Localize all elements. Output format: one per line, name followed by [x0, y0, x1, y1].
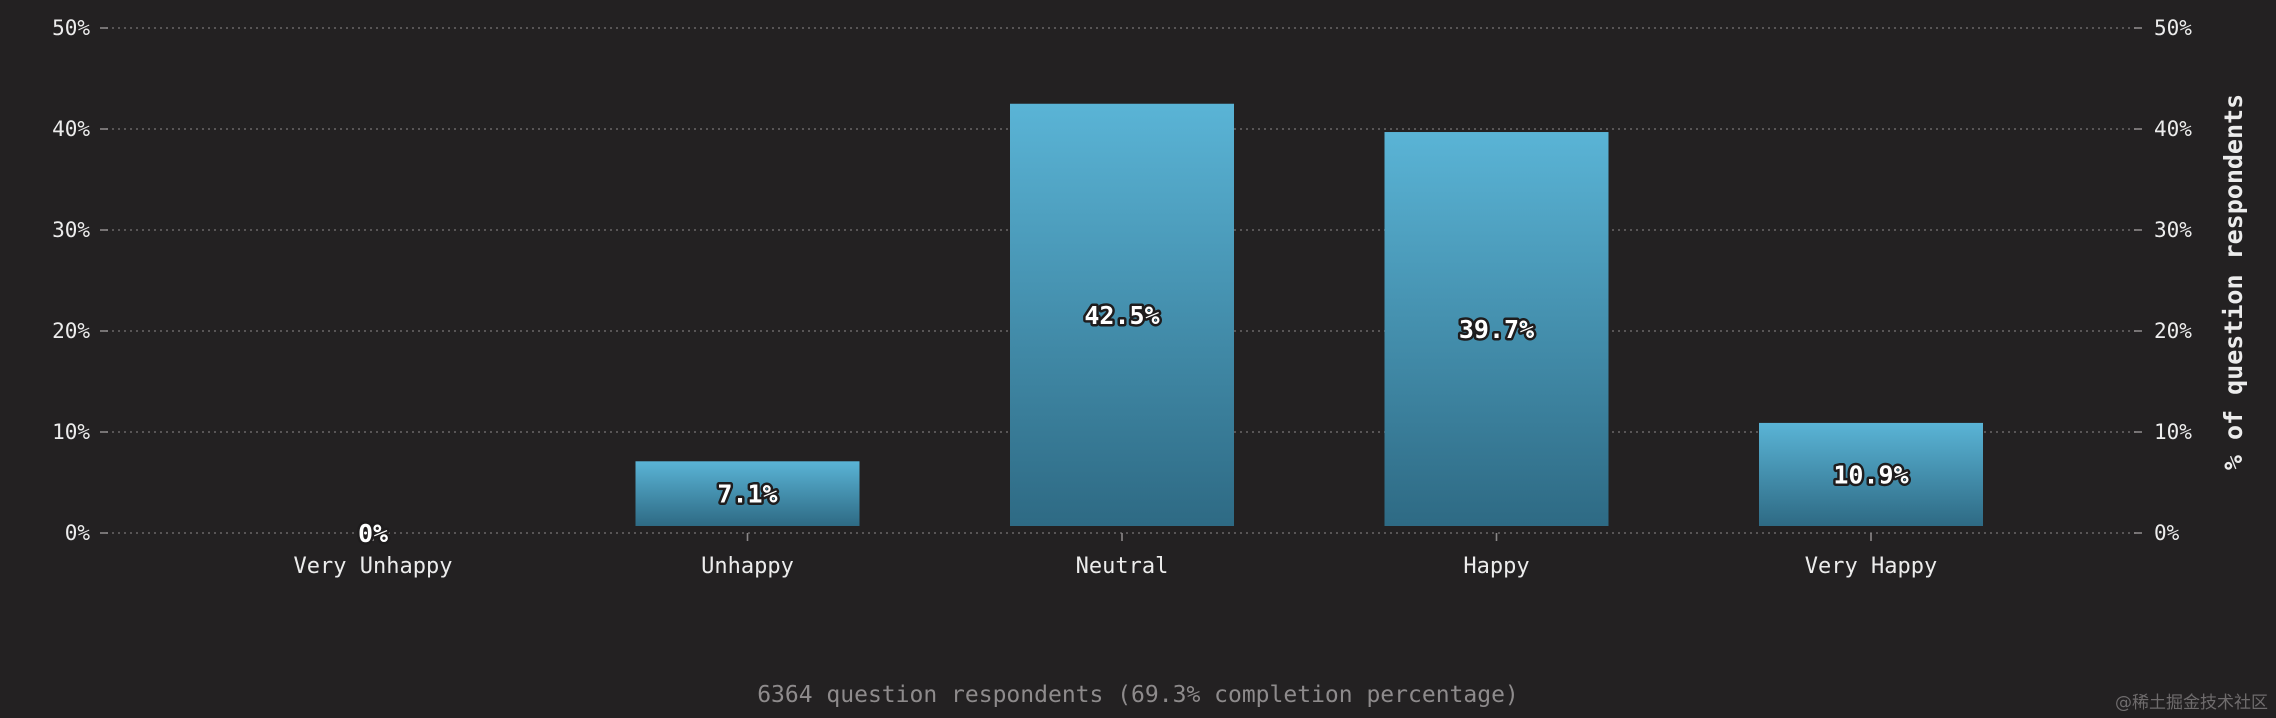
- right-y-tick-label: 50%: [2154, 16, 2192, 40]
- left-y-axis: 0% 10% 20% 30% 40% 50%: [52, 16, 108, 545]
- bars-layer: [635, 103, 1983, 526]
- right-y-tick-label: 30%: [2154, 218, 2192, 242]
- left-y-tick-label: 30%: [52, 218, 90, 242]
- right-y-tick-label: 0%: [2154, 521, 2180, 545]
- bar-very-happy: [1759, 422, 1983, 526]
- left-y-tick-label: 0%: [65, 521, 91, 545]
- x-tick-label: Unhappy: [701, 554, 794, 579]
- x-tick-label: Very Happy: [1805, 554, 1937, 579]
- respondents-footnote: 6364 question respondents (69.3% complet…: [757, 682, 1519, 708]
- bar-value-label: 10.9%: [1833, 460, 1908, 489]
- left-y-tick-label: 20%: [52, 319, 90, 343]
- value-labels-layer: 0% 7.1% 42.5% 39.7% 10.9%: [355, 298, 1911, 550]
- right-y-axis: 0% 10% 20% 30% 40% 50%: [2134, 16, 2192, 545]
- x-axis: Very Unhappy Unhappy Neutral Happy Very Happ…: [294, 533, 1937, 579]
- bar-value-label: 42.5%: [1084, 301, 1159, 330]
- right-y-tick-label: 20%: [2154, 319, 2192, 343]
- left-y-tick-label: 40%: [52, 117, 90, 141]
- left-y-tick-label: 10%: [52, 420, 90, 444]
- x-tick-label: Very Unhappy: [294, 554, 453, 579]
- x-tick-label: Neutral: [1076, 554, 1169, 579]
- y-axis-title: % of question respondents: [2219, 94, 2248, 470]
- bar-neutral: [1010, 103, 1234, 526]
- bar-value-label: 39.7%: [1459, 315, 1534, 344]
- bar-happy: [1384, 132, 1609, 526]
- right-y-tick-label: 40%: [2154, 117, 2192, 141]
- bar-unhappy: [635, 461, 860, 526]
- watermark: @稀土掘金技术社区: [2115, 693, 2268, 713]
- bar-value-label: 0%: [358, 519, 388, 548]
- right-y-tick-label: 10%: [2154, 420, 2192, 444]
- x-tick-label: Happy: [1463, 554, 1529, 579]
- bar-value-label: 7.1%: [717, 480, 777, 509]
- left-y-tick-label: 50%: [52, 16, 90, 40]
